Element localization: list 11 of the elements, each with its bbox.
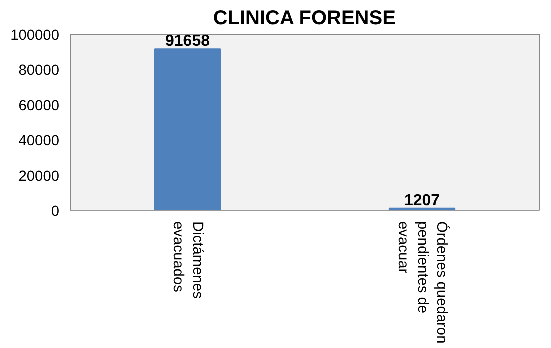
data-label: 1207 <box>404 192 440 210</box>
y-tick-label: 0 <box>51 204 60 220</box>
data-label: 91658 <box>166 33 210 50</box>
y-tick-label: 40000 <box>18 134 60 150</box>
y-tick-label: 20000 <box>18 168 60 185</box>
y-tick-label: 80000 <box>18 63 60 80</box>
x-tick-label: Órdenes quedaron pendientes de evacuar <box>395 222 450 344</box>
chart-title: CLINICA FORENSE <box>213 8 396 30</box>
y-tick-label: 100000 <box>10 28 60 44</box>
y-tick-label: 60000 <box>18 98 60 114</box>
x-tick-label: Dictámenes evacuados <box>170 222 206 299</box>
